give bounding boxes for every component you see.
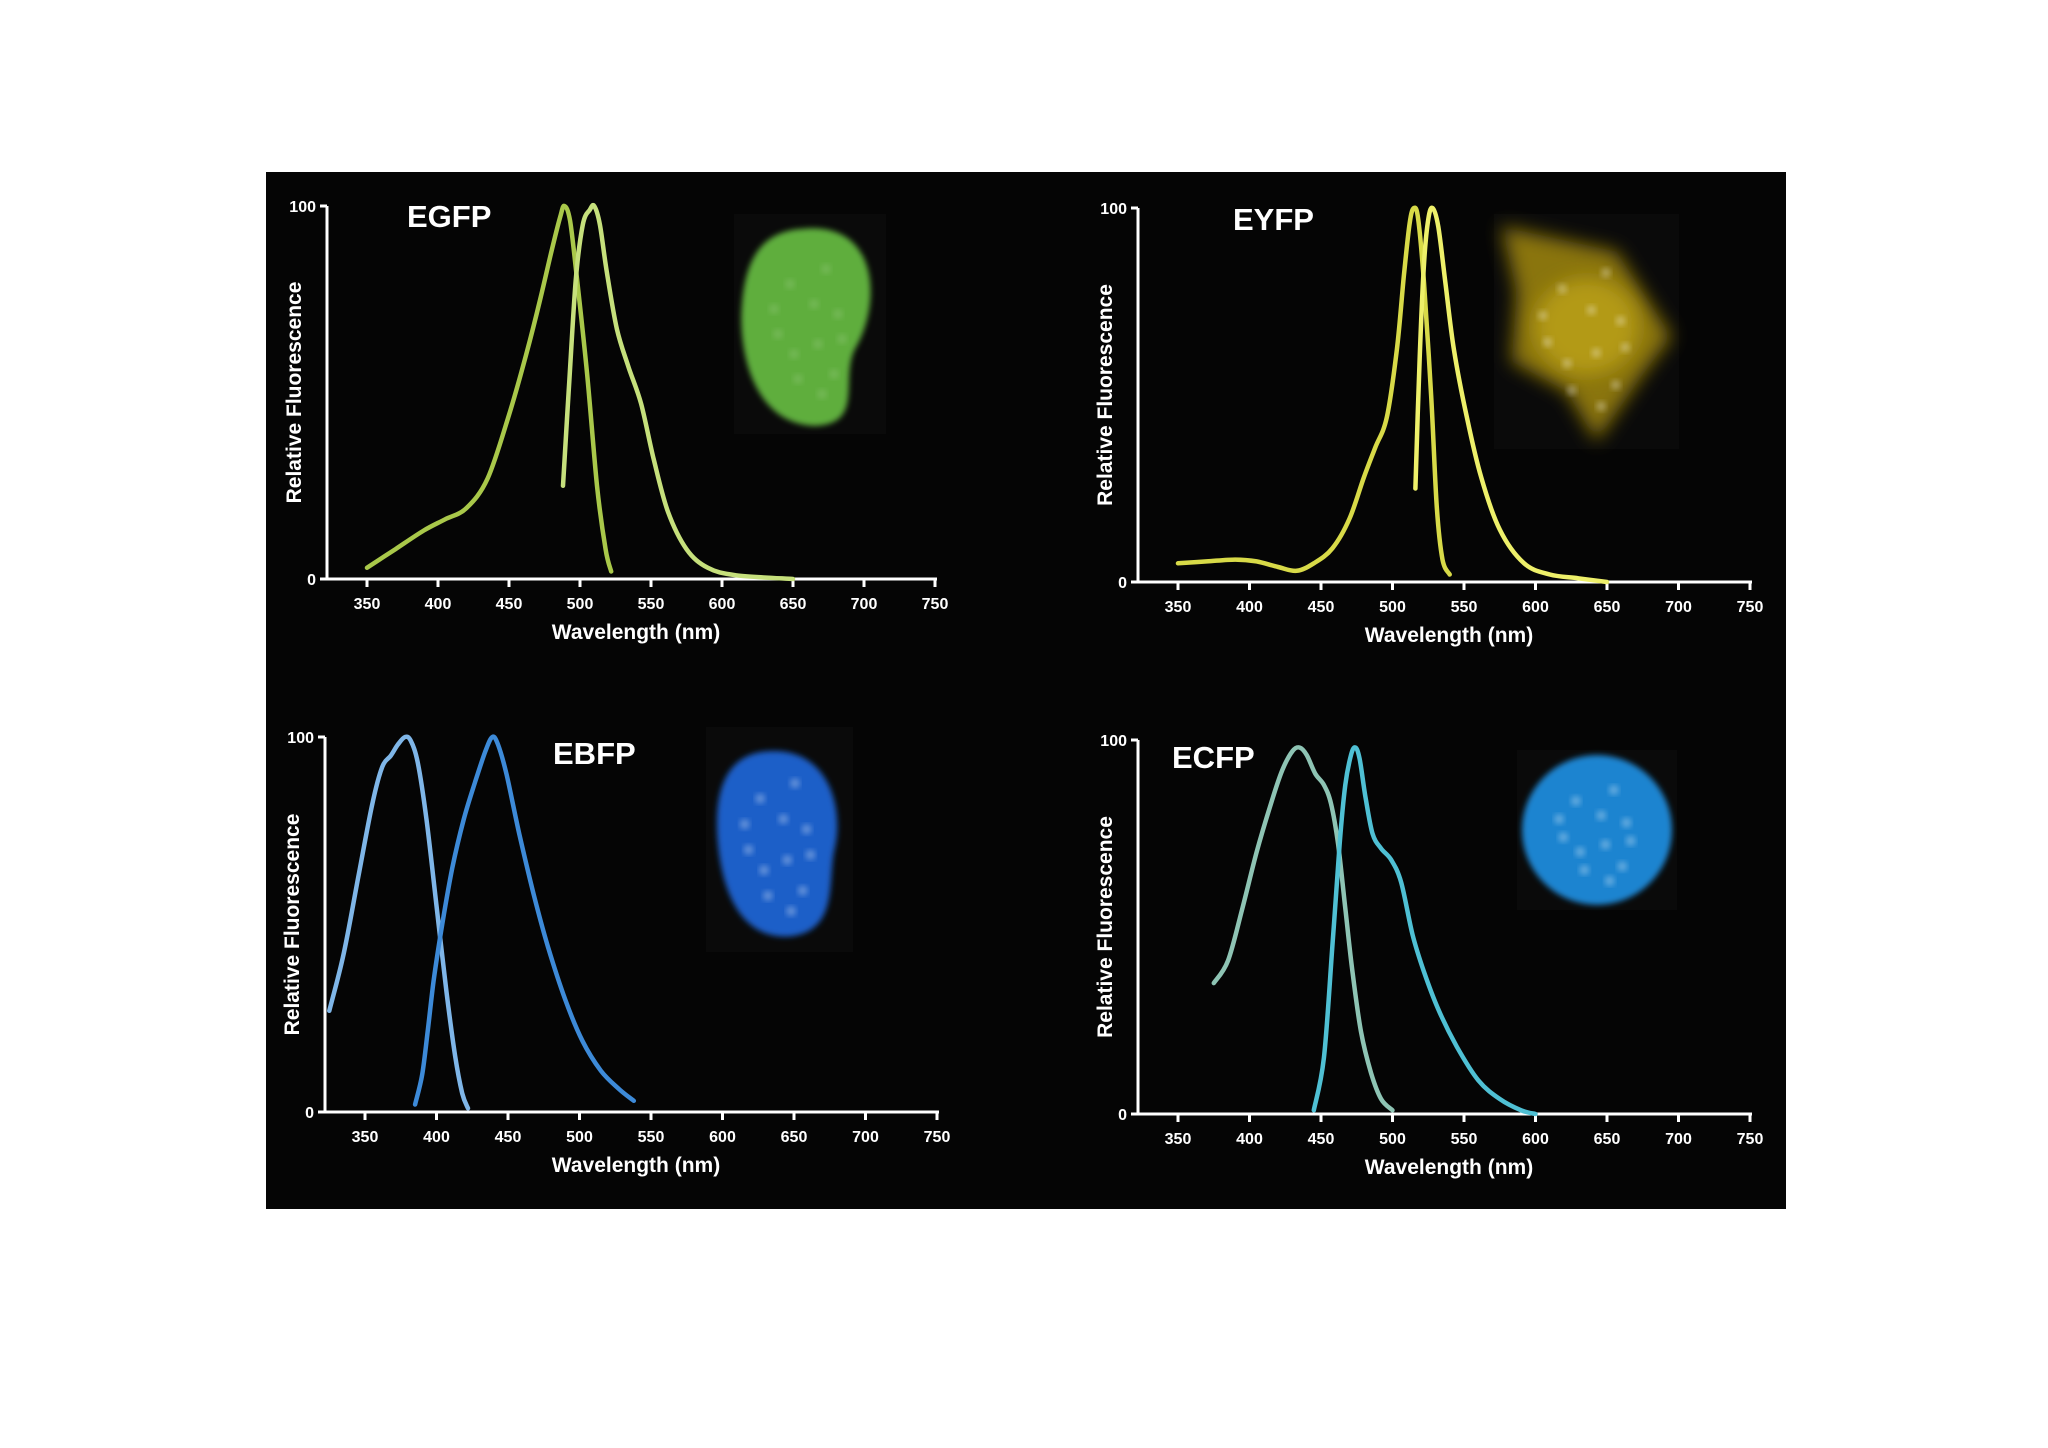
emission-spectrum-line (1413, 205, 1610, 585)
emission-spectrum-line (412, 734, 637, 1107)
fluorescence-spectra-figure: 0 100 350 400 450 500 550 600 650 700 750 Wavelengt… (281, 199, 1763, 1179)
spectrum-chart-egfp: 0 100 350 400 450 500 550 600 650 700 750 Wavelengt… (283, 199, 948, 644)
spectrum-chart-eyfp: 0 100 350 400 450 500 550 600 650 700 750 Wavelengt… (1094, 201, 1763, 647)
emission-spectrum-line (560, 202, 796, 582)
x-tick-label: 450 (1308, 1131, 1335, 1148)
x-tick-label: 500 (567, 596, 594, 613)
y-tick-label: 0 (1118, 575, 1127, 592)
x-tick-label: 750 (1737, 599, 1764, 616)
x-tick-label: 400 (425, 596, 452, 613)
y-tick-label: 0 (1118, 1107, 1127, 1124)
y-axis-title: Relative Fluorescence (1094, 816, 1117, 1038)
x-axis-title: Wavelength (nm) (552, 1154, 720, 1177)
y-tick-label: 100 (1100, 733, 1127, 750)
x-tick-label: 500 (1379, 1131, 1406, 1148)
x-tick-label: 450 (495, 1129, 522, 1146)
excitation-spectrum-line (327, 734, 471, 1111)
y-axis-title: Relative Fluorescence (283, 282, 306, 504)
cell-micrograph-ecfp (1517, 750, 1677, 910)
chart-title: EYFP (1233, 202, 1314, 237)
x-tick-label: 500 (1379, 599, 1406, 616)
x-tick-label: 550 (1451, 599, 1478, 616)
emission-spectrum-line (1311, 745, 1538, 1117)
x-tick-label: 550 (638, 596, 665, 613)
excitation-spectrum-line (364, 203, 614, 574)
spectrum-chart-ecfp: 0 100 350 400 450 500 550 600 650 700 750 Wavelengt… (1094, 733, 1763, 1179)
y-tick-label: 100 (287, 730, 314, 747)
x-tick-label: 550 (1451, 1131, 1478, 1148)
x-tick-label: 600 (1522, 1131, 1549, 1148)
x-axis-title: Wavelength (nm) (1365, 624, 1533, 647)
x-axis-title: Wavelength (nm) (552, 621, 720, 644)
excitation-spectrum-line (1175, 205, 1452, 577)
x-tick-label: 650 (781, 1129, 808, 1146)
excitation-spectrum-line (1211, 745, 1395, 1113)
x-tick-label: 650 (1594, 599, 1621, 616)
x-tick-label: 350 (1165, 599, 1192, 616)
x-tick-label: 750 (1737, 1131, 1764, 1148)
cell-micrograph-eyfp (1494, 214, 1679, 449)
x-tick-label: 400 (423, 1129, 450, 1146)
y-tick-label: 0 (305, 1105, 314, 1122)
x-tick-label: 650 (1594, 1131, 1621, 1148)
x-tick-label: 400 (1236, 1131, 1263, 1148)
x-tick-label: 500 (566, 1129, 593, 1146)
chart-title: EGFP (407, 199, 491, 234)
cell-micrograph-egfp (734, 214, 886, 434)
x-tick-label: 700 (852, 1129, 879, 1146)
spectrum-chart-ebfp: 0 100 350 400 450 500 550 600 650 700 750 Wavelengt… (281, 727, 950, 1177)
x-tick-label: 650 (780, 596, 807, 613)
x-tick-label: 700 (1665, 1131, 1692, 1148)
x-tick-label: 750 (922, 596, 949, 613)
y-axis-title: Relative Fluorescence (1094, 284, 1117, 506)
x-tick-label: 450 (496, 596, 523, 613)
x-tick-label: 350 (354, 596, 381, 613)
y-tick-label: 100 (1100, 201, 1127, 218)
x-tick-label: 600 (709, 1129, 736, 1146)
y-tick-label: 0 (307, 572, 316, 589)
chart-title: EBFP (553, 736, 636, 771)
x-tick-label: 750 (924, 1129, 951, 1146)
x-tick-label: 350 (1165, 1131, 1192, 1148)
y-tick-label: 100 (289, 199, 316, 216)
x-tick-label: 700 (851, 596, 878, 613)
x-axis-title: Wavelength (nm) (1365, 1156, 1533, 1179)
x-tick-label: 350 (352, 1129, 379, 1146)
x-tick-label: 600 (709, 596, 736, 613)
x-tick-label: 700 (1665, 599, 1692, 616)
x-tick-label: 400 (1236, 599, 1263, 616)
x-tick-label: 600 (1522, 599, 1549, 616)
x-tick-label: 450 (1308, 599, 1335, 616)
cell-micrograph-ebfp (706, 727, 853, 952)
chart-title: ECFP (1172, 740, 1255, 775)
x-tick-label: 550 (638, 1129, 665, 1146)
y-axis-title: Relative Fluorescence (281, 814, 304, 1036)
